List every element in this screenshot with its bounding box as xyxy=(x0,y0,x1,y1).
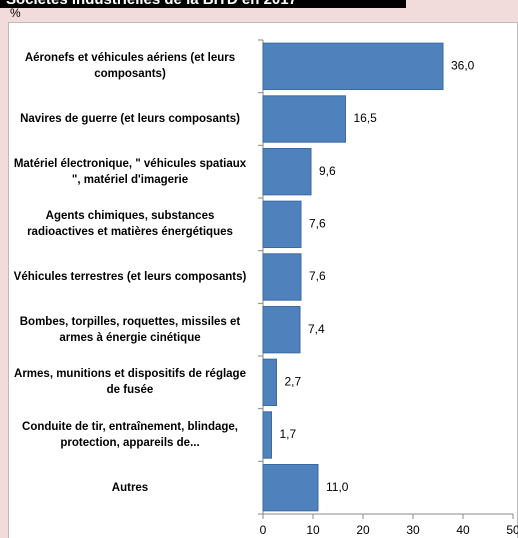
category-label: Bombes, torpilles, roquettes, missiles e… xyxy=(19,315,241,344)
x-tick-label: 0 xyxy=(260,523,267,537)
value-label: 1,7 xyxy=(280,427,297,441)
category-label: Conduite de tir, entraînement, blindage,… xyxy=(22,421,238,449)
x-tick-label: 30 xyxy=(406,523,420,537)
chart-title: Sociétés industrielles de la BITD en 201… xyxy=(0,0,406,8)
bar xyxy=(262,463,319,512)
category-label: Armes, munitions et dispositifs de régla… xyxy=(14,368,246,397)
axis-unit: % xyxy=(10,6,21,20)
bar xyxy=(262,253,302,301)
bar xyxy=(262,411,272,459)
value-label: 36,0 xyxy=(451,59,475,73)
category-label: Navires de guerre (et leurs composants) xyxy=(20,113,240,125)
bar xyxy=(262,42,444,91)
value-label: 7,6 xyxy=(309,269,326,283)
bar xyxy=(262,147,312,196)
x-tick-label: 40 xyxy=(456,523,470,537)
value-label: 16,5 xyxy=(354,111,378,125)
category-label: Agents chimiques, substances radioactive… xyxy=(27,210,233,239)
bar xyxy=(262,95,346,143)
value-label: 7,4 xyxy=(308,322,325,336)
x-tick-label: 10 xyxy=(306,523,320,537)
category-label: Matériel électronique, " véhicules spati… xyxy=(13,157,247,186)
bar xyxy=(262,200,302,249)
value-label: 7,6 xyxy=(309,217,326,231)
bar xyxy=(262,305,301,354)
category-label: Véhicules terrestres (et leurs composant… xyxy=(13,271,247,283)
bar xyxy=(262,358,277,407)
value-label: 9,6 xyxy=(319,164,336,178)
category-label: Autres xyxy=(111,481,149,494)
x-tick-label: 50 xyxy=(506,523,518,537)
value-label: 11,0 xyxy=(326,480,349,494)
x-tick-label: 20 xyxy=(356,523,370,537)
value-label: 2,7 xyxy=(285,375,302,389)
category-label: Aéronefs et véhicules aériens (et leurs … xyxy=(24,52,236,81)
